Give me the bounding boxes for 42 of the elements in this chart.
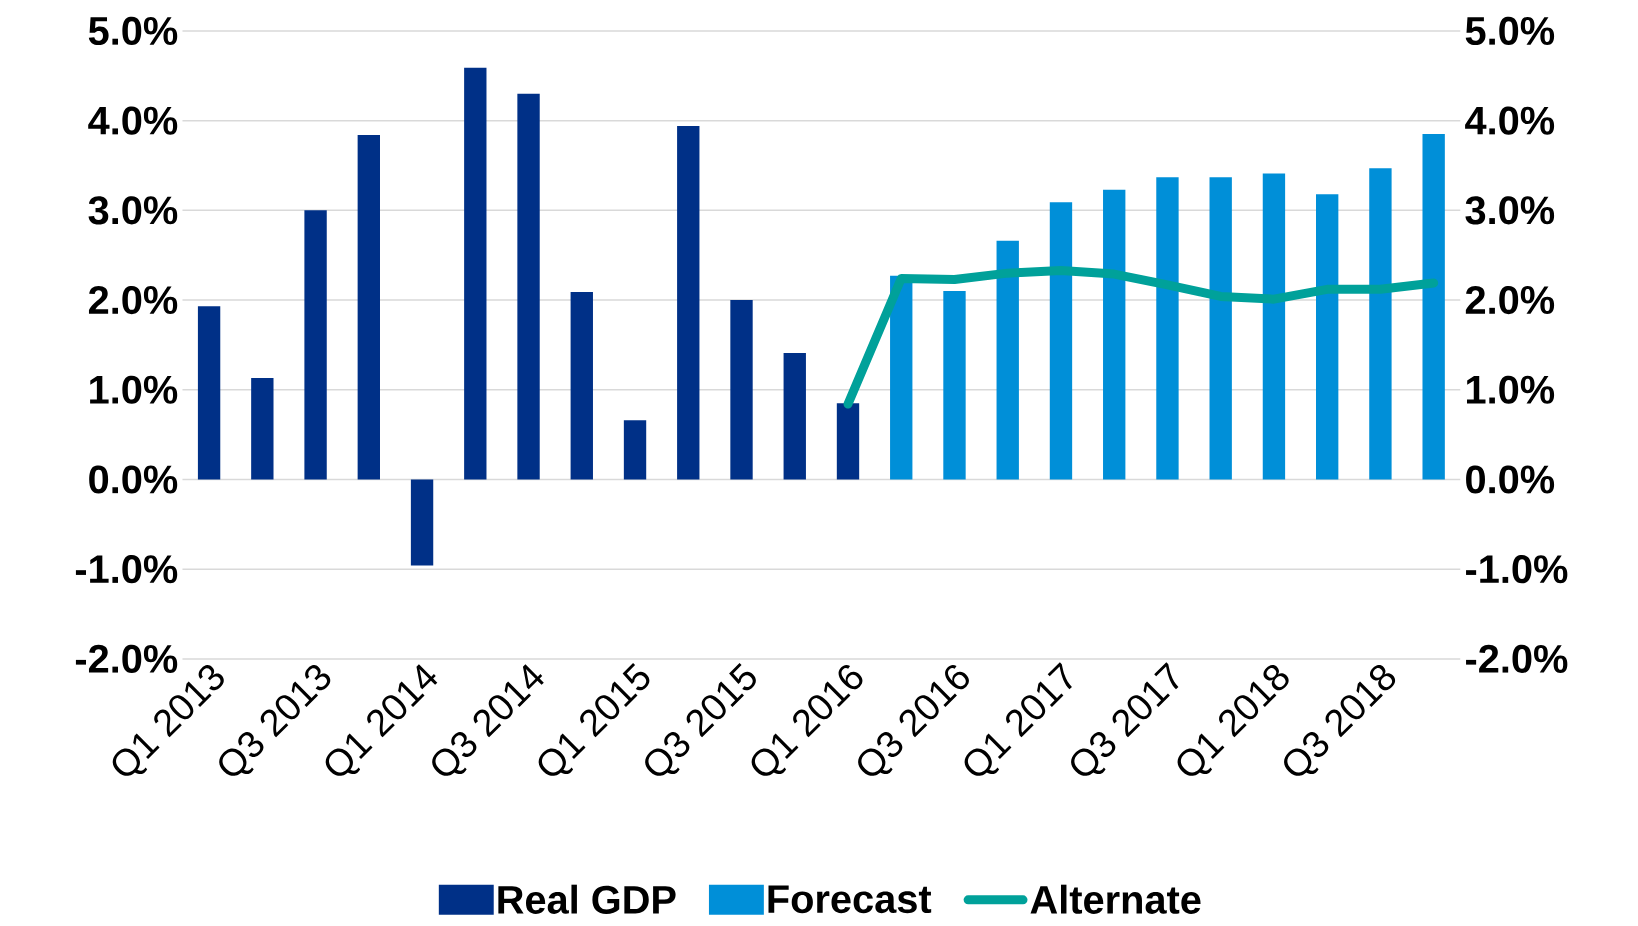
bar <box>677 125 700 480</box>
bar <box>357 134 380 480</box>
bar <box>197 306 221 480</box>
y-tick-label: 1.0% <box>90 375 178 404</box>
y2-tick-label: 2.0% <box>1465 285 1555 314</box>
y-tick-label: 5.0% <box>88 16 178 45</box>
bar <box>464 67 487 480</box>
bar <box>570 291 593 480</box>
y-tick-label: 4.0% <box>88 106 178 135</box>
legend-label: Real GDP <box>498 884 676 914</box>
y2-tick-label: 3.0% <box>1465 196 1555 225</box>
bar <box>623 420 647 480</box>
legend-label: Alternate <box>1030 884 1201 914</box>
bar <box>1422 133 1445 480</box>
y-tick-label: 2.0% <box>88 285 178 314</box>
bar <box>730 299 753 480</box>
bar <box>836 403 860 480</box>
y2-tick-label: 5.0% <box>1465 16 1555 45</box>
y2-tick-label: -1.0% <box>1466 554 1568 584</box>
bar <box>304 210 327 480</box>
y-tick-label: 3.0% <box>88 196 178 225</box>
bar <box>1209 176 1232 480</box>
bar <box>1262 173 1286 480</box>
y2-tick-label: 1.0% <box>1467 375 1555 404</box>
bar <box>783 352 806 480</box>
bar <box>410 479 434 566</box>
legend-label: Forecast <box>768 885 932 913</box>
bar <box>517 93 540 480</box>
bar <box>251 377 274 480</box>
y2-tick-label: 0.0% <box>1466 465 1555 494</box>
bar <box>1369 167 1392 480</box>
y2-tick-label: -2.0% <box>1466 644 1568 673</box>
bar <box>1316 194 1339 480</box>
bar <box>996 240 1019 480</box>
y2-tick-label: 4.0% <box>1465 106 1555 135</box>
y-tick-label: -1.0% <box>75 554 178 584</box>
bar <box>1049 202 1073 480</box>
bar <box>890 275 913 480</box>
y-tick-label: 0.0% <box>89 465 178 494</box>
bar <box>943 290 966 480</box>
bar <box>1103 189 1126 480</box>
bar <box>1156 176 1179 480</box>
